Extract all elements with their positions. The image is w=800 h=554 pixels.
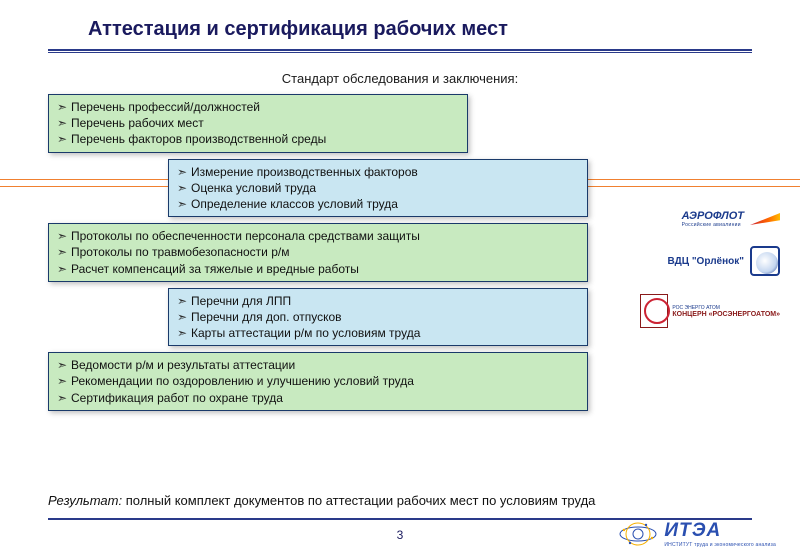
bullet-icon: ➣ <box>57 373 71 389</box>
content-block: ➣Перечни для ЛПП➣Перечни для доп. отпуск… <box>168 288 588 347</box>
bullet-icon: ➣ <box>57 390 71 406</box>
bullet-icon: ➣ <box>57 131 71 147</box>
title-divider <box>48 49 752 53</box>
block-text: Ведомости р/м и результаты аттестации <box>71 357 295 373</box>
block-text: Перечни для ЛПП <box>191 293 291 309</box>
block-line: ➣Ведомости р/м и результаты аттестации <box>57 357 579 373</box>
rosatom-badge-icon <box>640 294 668 328</box>
block-text: Перечень профессий/должностей <box>71 99 260 115</box>
block-line: ➣Сертификация работ по охране труда <box>57 390 579 406</box>
bullet-icon: ➣ <box>177 309 191 325</box>
content-block: ➣Перечень профессий/должностей➣Перечень … <box>48 94 468 153</box>
bullet-icon: ➣ <box>57 99 71 115</box>
block-line: ➣Оценка условий труда <box>177 180 579 196</box>
bullet-icon: ➣ <box>177 180 191 196</box>
block-text: Перечни для доп. отпусков <box>191 309 342 325</box>
block-line: ➣Рекомендации по оздоровлению и улучшени… <box>57 373 579 389</box>
bullet-icon: ➣ <box>57 244 71 260</box>
bullet-icon: ➣ <box>57 115 71 131</box>
itea-icon <box>618 520 658 548</box>
bullet-icon: ➣ <box>177 293 191 309</box>
itea-name: ИТЭА <box>664 520 776 542</box>
bullet-icon: ➣ <box>57 228 71 244</box>
itea-sub: ИНСТИТУТ труда и экономического анализа <box>664 542 776 548</box>
block-text: Протоколы по обеспеченности персонала ср… <box>71 228 420 244</box>
aeroflot-label: АЭРОФЛОТ <box>682 210 744 222</box>
block-line: ➣Перечень рабочих мест <box>57 115 459 131</box>
block-text: Сертификация работ по охране труда <box>71 390 283 406</box>
subtitle: Стандарт обследования и заключения: <box>48 71 752 86</box>
footer-brand: ИТЭА ИНСТИТУТ труда и экономического ана… <box>618 520 776 548</box>
footer: Результат: полный комплект документов по… <box>48 481 752 520</box>
block-line: ➣Протоколы по травмобезопасности р/м <box>57 244 579 260</box>
block-line: ➣Перечень факторов производственной сред… <box>57 131 459 147</box>
block-text: Расчет компенсаций за тяжелые и вредные … <box>71 261 359 277</box>
content-block: ➣Протоколы по обеспеченности персонала с… <box>48 223 588 282</box>
rosatom-label: КОНЦЕРН «РОСЭНЕРГОАТОМ» <box>672 311 780 318</box>
block-text: Перечень рабочих мест <box>71 115 204 131</box>
orlenok-label: ВДЦ "Орлёнок" <box>668 256 744 267</box>
block-text: Перечень факторов производственной среды <box>71 131 326 147</box>
logo-aeroflot: АЭРОФЛОТ Российские авиалинии <box>682 210 780 228</box>
block-text: Оценка условий труда <box>191 180 316 196</box>
aeroflot-sub: Российские авиалинии <box>682 222 741 228</box>
result-text: полный комплект документов по аттестации… <box>126 493 596 508</box>
block-text: Определение классов условий труда <box>191 196 398 212</box>
content-block: ➣Измерение производственных факторов➣Оце… <box>168 159 588 218</box>
logo-rosatom: РОС ЭНЕРГО АТОМ КОНЦЕРН «РОСЭНЕРГОАТОМ» <box>640 294 780 328</box>
bullet-icon: ➣ <box>57 261 71 277</box>
bullet-icon: ➣ <box>177 325 191 341</box>
content-block: ➣Ведомости р/м и результаты аттестации➣Р… <box>48 352 588 411</box>
block-line: ➣Протоколы по обеспеченности персонала с… <box>57 228 579 244</box>
block-text: Карты аттестации р/м по условиям труда <box>191 325 420 341</box>
result-label: Результат: <box>48 493 122 508</box>
block-line: ➣Расчет компенсаций за тяжелые и вредные… <box>57 261 579 277</box>
page-number: 3 <box>397 528 404 542</box>
bullet-icon: ➣ <box>57 357 71 373</box>
result-line: Результат: полный комплект документов по… <box>48 493 752 508</box>
aeroflot-wing-icon <box>750 213 780 225</box>
block-text: Рекомендации по оздоровлению и улучшению… <box>71 373 414 389</box>
block-text: Протоколы по травмобезопасности р/м <box>71 244 289 260</box>
block-line: ➣Измерение производственных факторов <box>177 164 579 180</box>
block-text: Измерение производственных факторов <box>191 164 418 180</box>
client-logos: АЭРОФЛОТ Российские авиалинии ВДЦ "Орлён… <box>610 210 780 328</box>
bullet-icon: ➣ <box>177 196 191 212</box>
block-line: ➣Перечни для доп. отпусков <box>177 309 579 325</box>
block-line: ➣Карты аттестации р/м по условиям труда <box>177 325 579 341</box>
block-line: ➣Определение классов условий труда <box>177 196 579 212</box>
page-title: Аттестация и сертификация рабочих мест <box>88 18 752 41</box>
block-line: ➣Перечни для ЛПП <box>177 293 579 309</box>
block-line: ➣Перечень профессий/должностей <box>57 99 459 115</box>
logo-orlenok: ВДЦ "Орлёнок" <box>668 246 780 276</box>
orlenok-icon <box>750 246 780 276</box>
bullet-icon: ➣ <box>177 164 191 180</box>
